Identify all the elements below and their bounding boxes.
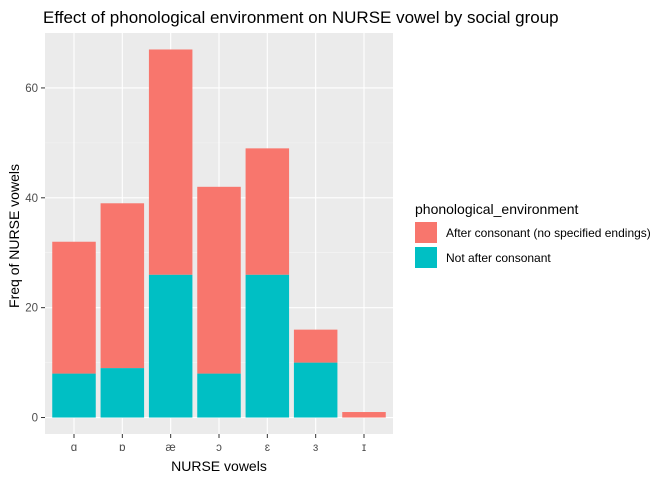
legend-title: phonological_environment — [415, 201, 579, 217]
bar-segment — [293, 362, 338, 418]
y-tick-label: 20 — [25, 303, 38, 315]
x-tick-label: ɛ — [265, 442, 270, 454]
bar-segment — [342, 412, 386, 418]
x-tick-label: ɔ — [216, 442, 222, 454]
legend-swatch — [415, 222, 437, 243]
y-axis: 0 20 40 60 — [25, 83, 45, 425]
y-axis-title: Freq of NURSE vowels — [6, 164, 22, 308]
x-axis-title: NURSE vowels — [171, 458, 267, 474]
bar-segment — [100, 203, 145, 369]
bars — [52, 49, 386, 418]
bar-segment — [100, 368, 145, 418]
x-tick-label: ɒ — [119, 442, 125, 454]
x-tick-label: æ — [166, 442, 176, 454]
legend-item-label: After consonant (no specified endings) — [446, 226, 651, 240]
legend-item-label: Not after consonant — [446, 251, 551, 265]
bar-segment — [148, 49, 193, 275]
bar-segment — [197, 186, 241, 374]
bar-segment — [197, 373, 241, 418]
x-tick-label: ɪ — [362, 442, 366, 454]
legend-swatch — [415, 247, 437, 268]
legend: phonological_environment After consonant… — [415, 201, 651, 268]
chart-title: Effect of phonological environment on NU… — [43, 8, 559, 27]
bar-segment — [245, 148, 290, 275]
bar-segment — [148, 274, 193, 418]
bar-segment — [293, 329, 338, 363]
y-tick-label: 60 — [25, 83, 38, 95]
y-tick-label: 40 — [25, 193, 38, 205]
bar-segment — [52, 373, 96, 418]
bar-segment — [52, 241, 96, 374]
x-tick-label: ɑ — [71, 442, 77, 454]
x-tick-label: ɜ — [313, 442, 318, 454]
y-tick-label: 0 — [32, 413, 38, 425]
bar-segment — [245, 274, 290, 418]
